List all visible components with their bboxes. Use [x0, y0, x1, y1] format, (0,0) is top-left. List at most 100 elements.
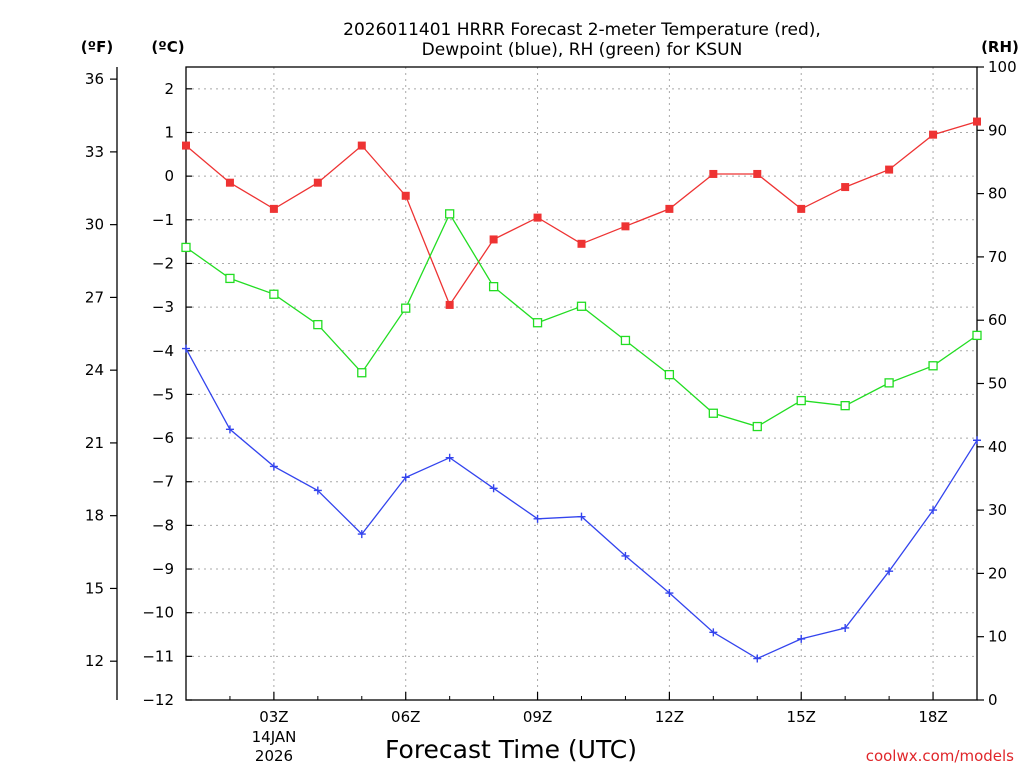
rh-point — [357, 368, 367, 378]
rh-point — [269, 289, 279, 299]
rh-tick-label: 80 — [988, 185, 1007, 203]
celsius-tick-label: 1 — [164, 123, 174, 141]
x-tick-label: 18Z — [918, 708, 947, 726]
temperature-point — [225, 178, 234, 187]
x-axis-title: Forecast Time (UTC) — [385, 735, 637, 764]
dewpoint-point — [533, 514, 542, 523]
rh-tick-label: 60 — [988, 311, 1007, 329]
celsius-tick-label: −11 — [142, 647, 174, 665]
dewpoint-point — [665, 589, 674, 598]
celsius-tick-label: −12 — [142, 691, 174, 709]
temperature-point — [489, 235, 498, 244]
series-layer — [181, 117, 982, 663]
rh-tick-label: 90 — [988, 121, 1007, 139]
rh-point — [445, 209, 455, 219]
temperature-point — [313, 178, 322, 187]
x-tick-label: 15Z — [787, 708, 816, 726]
rh-point — [840, 401, 850, 411]
fahrenheit-tick-label: 18 — [85, 507, 104, 525]
temperature-point — [753, 169, 762, 178]
rh-point — [664, 369, 675, 380]
temperature-point — [269, 204, 278, 213]
dewpoint-point — [841, 623, 850, 632]
dewpoint-point — [621, 551, 630, 560]
fahrenheit-tick-label: 30 — [85, 216, 104, 234]
plot-frame — [185, 66, 978, 701]
celsius-tick-label: −7 — [152, 473, 174, 491]
temperature-point — [533, 213, 542, 222]
celsius-tick-label: −5 — [152, 385, 174, 403]
x-tick-label: 06Z — [391, 708, 420, 726]
rh-tick-label: 20 — [988, 564, 1007, 582]
dewpoint-point — [577, 512, 586, 521]
fahrenheit-tick-label: 33 — [85, 143, 104, 161]
rh-point — [796, 395, 806, 406]
credit-text: coolwx.com/models — [866, 747, 1014, 765]
temperature-point — [577, 239, 586, 248]
rh-point — [972, 330, 982, 341]
dewpoint-line — [185, 348, 978, 660]
celsius-tick-label: −9 — [152, 560, 174, 578]
rh-point — [752, 421, 762, 432]
fahrenheit-tick-label: 12 — [85, 652, 104, 670]
rh-point — [884, 378, 894, 388]
dewpoint-point — [445, 453, 454, 462]
celsius-tick-label: −1 — [152, 211, 174, 229]
celsius-tick-label: −4 — [152, 342, 174, 360]
fahrenheit-tick-label: 15 — [85, 579, 104, 597]
celsius-tick-label: −2 — [152, 254, 174, 272]
celsius-tick-label: −8 — [152, 516, 174, 534]
celsius-tick-label: −6 — [152, 429, 174, 447]
fahrenheit-tick-label: 27 — [85, 288, 104, 306]
temperature-point — [182, 141, 190, 150]
dewpoint-point — [225, 425, 234, 434]
temperature-point — [621, 222, 630, 231]
rh-point — [313, 319, 323, 330]
x-tick-label: 03Z — [259, 708, 288, 726]
rh-tick-label: 0 — [988, 691, 998, 709]
dewpoint-point — [313, 486, 322, 495]
temperature-point — [445, 300, 454, 309]
celsius-tick-label: −3 — [152, 298, 174, 316]
celsius-tick-label: 0 — [164, 167, 174, 185]
fahrenheit-axis: 36 33 30 27 24 21 18 15 12 — [85, 70, 117, 670]
rh-point — [928, 361, 938, 371]
dewpoint-point — [357, 530, 366, 539]
dewpoint-point — [797, 634, 806, 643]
dewpoint-point — [269, 462, 278, 471]
x-tick-label: 09Z — [523, 708, 552, 726]
rh-point — [225, 273, 235, 284]
dewpoint-point — [753, 654, 762, 663]
x-tick-label: 12Z — [655, 708, 684, 726]
rh-point — [488, 282, 499, 292]
rh-tick-label: 70 — [988, 248, 1007, 266]
temperature-point — [357, 141, 366, 150]
temperature-line — [185, 120, 978, 307]
x-axis: 03Z 06Z 09Z 12Z 15Z 18Z — [185, 692, 978, 726]
rh-point — [576, 301, 587, 311]
rh-tick-label: 10 — [988, 628, 1007, 646]
dewpoint-point — [401, 473, 410, 482]
fahrenheit-tick-label: 24 — [85, 361, 104, 379]
dewpoint-point — [709, 628, 718, 637]
temperature-point — [401, 191, 410, 200]
temperature-point — [797, 204, 806, 213]
dewpoint-point — [489, 484, 498, 493]
date-label-day: 14JAN — [252, 728, 297, 746]
series-rh — [181, 209, 982, 432]
rh-tick-label: 30 — [988, 501, 1007, 519]
rh-tick-label: 100 — [988, 58, 1017, 76]
temperature-point — [709, 169, 718, 178]
gridlines — [186, 67, 977, 700]
title-line-2: Dewpoint (blue), RH (green) for KSUN — [422, 40, 743, 60]
temperature-point — [929, 130, 938, 139]
dewpoint-point — [973, 436, 981, 445]
temperature-point — [973, 117, 981, 126]
date-label-year: 2026 — [255, 747, 293, 765]
rh-point — [181, 242, 191, 253]
dewpoint-point — [182, 344, 190, 353]
celsius-unit-label: (ºC) — [151, 38, 184, 56]
rh-tick-label: 50 — [988, 375, 1007, 393]
chart-title: 2026011401 HRRR Forecast 2-meter Tempera… — [343, 20, 821, 60]
